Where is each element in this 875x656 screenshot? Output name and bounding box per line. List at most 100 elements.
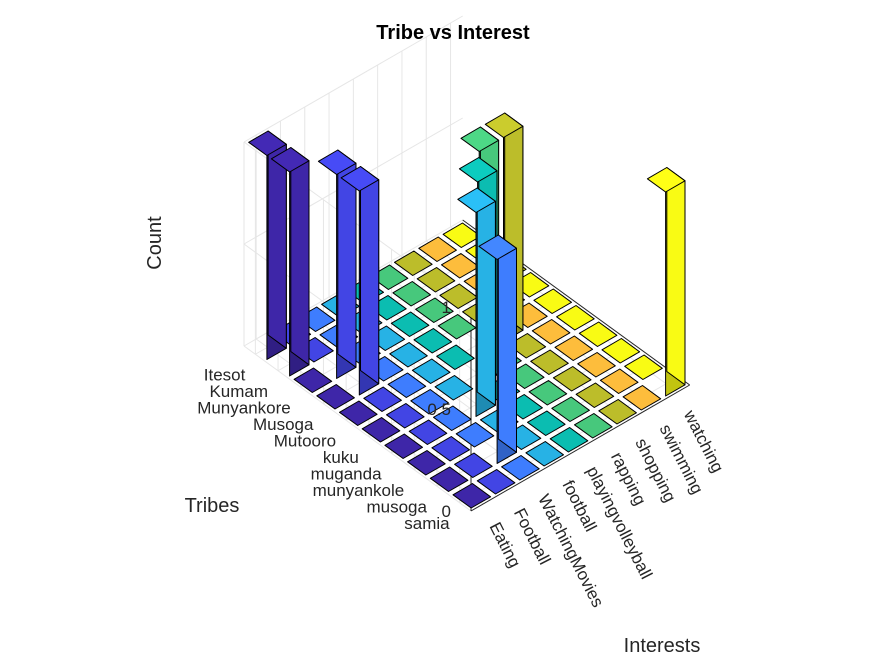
bar-top (578, 321, 618, 347)
bar-top (457, 187, 496, 213)
bar-muganda-watching (578, 321, 618, 347)
bar-munyankole-WatchingMovies (455, 422, 495, 448)
bar-kuku-football (434, 375, 474, 401)
bar-munyankole-Eating (407, 450, 446, 476)
bar-samia-Football (476, 469, 516, 495)
y-tick-label: musoga (366, 497, 427, 516)
bar-top (551, 396, 590, 422)
y-tick-label: Kumam (209, 382, 268, 401)
bar-top (434, 375, 474, 401)
bar-Kumam-swimming (441, 253, 480, 279)
bar-top (507, 333, 547, 359)
bar-musoga-playingvolleyball (527, 410, 566, 436)
bar-Munyankore-Eating (293, 367, 333, 393)
bar-Mutooro-playingvolleyball (436, 344, 475, 370)
z-tick-label: 0 (442, 502, 451, 521)
bar-Kumam-shopping (416, 267, 456, 293)
bar-top (389, 342, 428, 368)
bar-samia-playingvolleyball (549, 427, 589, 453)
bar-top (416, 267, 456, 293)
bar-Kumam-Eating (270, 147, 310, 377)
bar-top (552, 366, 592, 392)
y-tick-label: Musoga (253, 415, 314, 434)
bar-muganda-shopping (530, 349, 569, 375)
bar-top (501, 455, 540, 481)
bar-munyankole-watching (601, 338, 641, 364)
bar-top (361, 417, 401, 443)
bar-top (556, 305, 595, 331)
bar-top (646, 167, 686, 193)
bar-samia-WatchingMovies (501, 455, 540, 481)
bar-Munyankore-Football (317, 149, 357, 379)
bar-series (248, 112, 686, 509)
bar-top (386, 403, 425, 429)
bar-top (484, 112, 524, 138)
bar-top (390, 311, 430, 337)
bar-top (316, 384, 355, 410)
bar-muganda-WatchingMovies (433, 405, 472, 431)
bar-top (317, 149, 357, 175)
y-tick-label: muganda (311, 464, 382, 483)
bar-top (533, 288, 572, 314)
bar-samia-football (525, 441, 564, 467)
bar-Musoga-playingvolleyball (413, 328, 453, 354)
bar-top (384, 433, 423, 459)
x-axis-line (470, 384, 690, 512)
bar-top (410, 389, 449, 415)
bar-munyankole-rapping (528, 380, 568, 406)
bar-Itesot-watching (442, 222, 482, 248)
bar-Itesot-shopping (394, 250, 433, 276)
bar-top (599, 368, 639, 394)
bar-Munyankore-rapping (415, 297, 454, 323)
bar-musoga-swimming (599, 368, 639, 394)
bar-top (415, 297, 454, 323)
bar-kuku-swimming (531, 319, 571, 345)
bar-munyankole-swimming (577, 352, 616, 378)
bar-Itesot-Eating (248, 130, 287, 360)
bar-face (360, 166, 380, 385)
bar-top (527, 410, 566, 436)
bar-Musoga-Football (340, 166, 380, 396)
bar-face (666, 167, 686, 386)
bar-samia-shopping (598, 399, 637, 425)
bar-samia-Eating (452, 483, 492, 509)
bar-top (549, 427, 589, 453)
bar-Mutooro-football (411, 358, 451, 384)
y-tick-label: Munyankore (197, 398, 291, 417)
bar-Musoga-rapping (437, 314, 477, 340)
y-tick-label: Mutooro (274, 431, 336, 450)
bar-top (411, 358, 451, 384)
bar-muganda-Football (408, 419, 448, 445)
bar-top (339, 400, 378, 426)
x-axis-label: Interests (624, 635, 701, 656)
bar-Itesot-rapping (369, 264, 409, 290)
chart-title: Tribe vs Interest (376, 22, 530, 44)
bar-top (452, 483, 492, 509)
bar-samia-watching (646, 167, 686, 397)
bar-top (408, 419, 448, 445)
y-tick-label: munyankole (313, 481, 405, 500)
bar-Munyankore-playingvolleyball (390, 311, 430, 337)
bar-top (598, 399, 637, 425)
bar-top (554, 335, 594, 361)
bar-top (392, 281, 431, 307)
bar-top (433, 405, 472, 431)
bar-top (624, 354, 663, 380)
bar-samia-swimming (622, 385, 662, 411)
bar-kuku-WatchingMovies (410, 389, 449, 415)
y-tick-label: samia (404, 514, 450, 533)
bar-musoga-watching (624, 354, 663, 380)
bar-top (293, 367, 333, 393)
z-tick-label: 1 (442, 298, 451, 317)
bar-top (531, 319, 571, 345)
bar-top (442, 222, 482, 248)
bar-top (369, 264, 409, 290)
bar-top (394, 250, 433, 276)
bar-top (248, 130, 287, 156)
bar-munyankole-Football (431, 436, 470, 462)
bar-top (476, 469, 516, 495)
bar-top (528, 380, 568, 406)
bar-Musoga-football (389, 342, 428, 368)
bar-top (574, 413, 613, 439)
bar-top (270, 147, 310, 173)
